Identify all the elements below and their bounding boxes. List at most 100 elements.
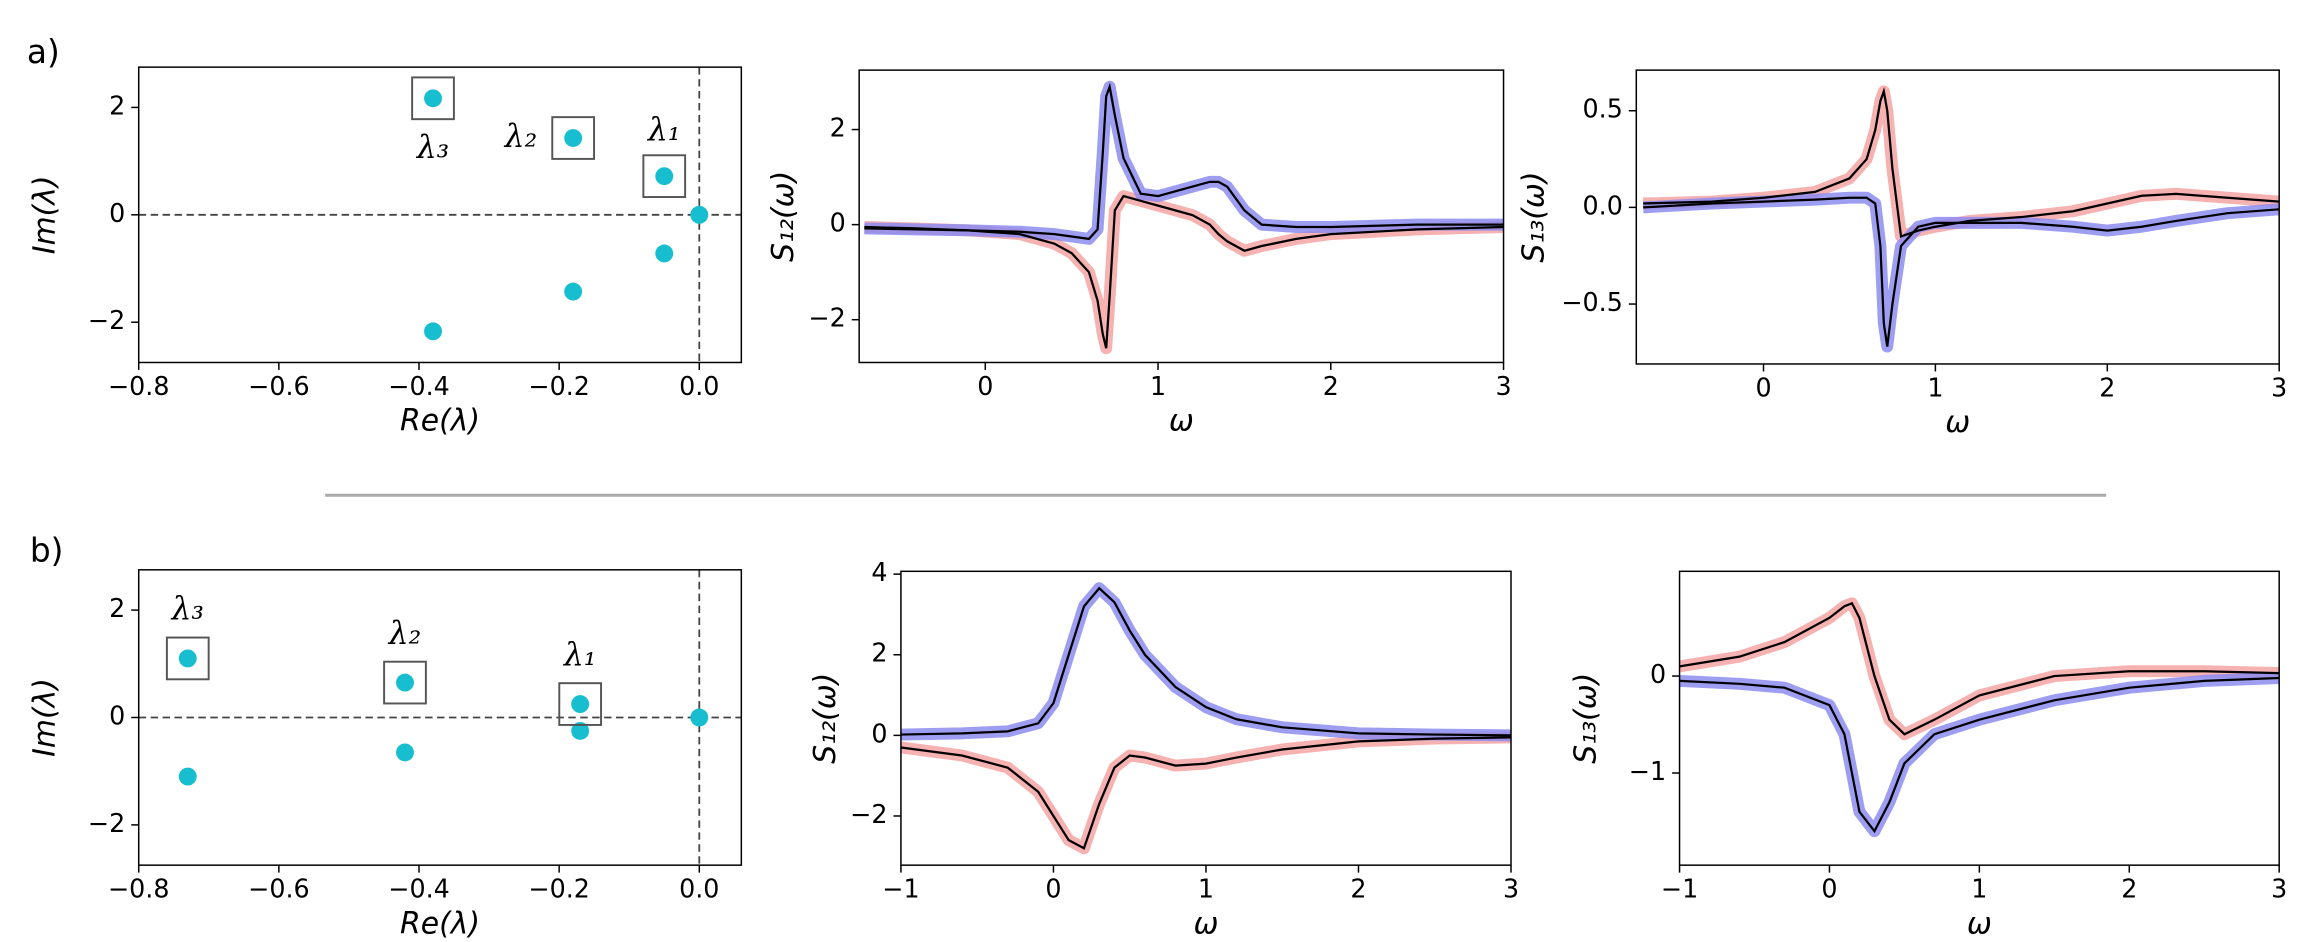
y-axis-label: Im(λ) [28, 678, 63, 757]
x-tick-label: 3 [2271, 372, 2287, 402]
y-tick-label: 0 [1650, 659, 1666, 689]
x-tick-label: −0.8 [108, 371, 170, 401]
x-tick-label: −0.4 [388, 874, 450, 904]
y-tick-label: −2 [850, 799, 887, 829]
plot-frame [1678, 570, 2280, 866]
fit-line [1679, 676, 2280, 834]
y-tick-label: 0 [871, 718, 887, 748]
x-tick-label: 2 [2121, 874, 2137, 904]
annotation-box [165, 636, 210, 681]
y-axis-label: S₁₃(ω) [1516, 171, 1551, 262]
annotation: λ₁ [646, 112, 680, 148]
y-tick-label: 4 [871, 557, 887, 587]
y-tick-label: 0 [109, 700, 125, 730]
point [571, 721, 590, 740]
x-tick-label: −0.2 [528, 874, 590, 904]
x-tick-label: 0 [1755, 372, 1771, 402]
point [396, 743, 414, 762]
plot-frame [900, 570, 1512, 866]
x-axis-label: ω [1169, 404, 1194, 439]
fit-line [1643, 196, 2280, 347]
y-tick-label: −2 [88, 305, 125, 335]
y-axis-label: S₁₂(ω) [766, 171, 801, 262]
point [178, 649, 197, 668]
x-tick-label: 0.0 [679, 874, 719, 904]
x-tick-label: −0.6 [248, 371, 310, 401]
x-axis-label: ω [1193, 906, 1218, 941]
y-tick-label: 0.0 [1583, 190, 1623, 220]
annotation: λ₁ [562, 637, 596, 673]
x-tick-label: 3 [1495, 371, 1511, 401]
fit-line [1643, 87, 2280, 238]
x-tick-label: −0.2 [528, 371, 590, 401]
y-axis-label: Im(λ) [28, 175, 63, 254]
annotation: λ₂ [387, 615, 421, 651]
panel-label: a) [27, 33, 60, 71]
x-tick-label: 1 [1150, 371, 1166, 401]
x-tick-label: 2 [2099, 372, 2115, 402]
annotation-box [551, 116, 596, 160]
y-tick-label: 2 [830, 113, 846, 143]
fit-line [864, 82, 1504, 241]
x-tick-label: 2 [1350, 874, 1366, 904]
x-tick-label: 0 [977, 371, 993, 401]
point [564, 129, 583, 147]
x-tick-label: 2 [1323, 371, 1339, 401]
y-tick-label: 2 [109, 593, 125, 623]
fit-line [1679, 601, 2280, 736]
x-axis-label: Re(λ) [400, 404, 480, 439]
x-tick-label: 0 [1821, 874, 1837, 904]
plot-frame [137, 66, 743, 364]
annotation-box [383, 660, 427, 705]
point [655, 167, 674, 186]
y-tick-label: 2 [109, 90, 125, 120]
panel-label: b) [30, 531, 64, 569]
x-tick-label: 1 [1927, 372, 1943, 402]
annotation: λ₂ [503, 119, 537, 155]
point [424, 89, 442, 108]
fit-line [900, 736, 1512, 850]
x-tick-label: 1 [1198, 874, 1214, 904]
x-axis-label: ω [1945, 405, 1970, 440]
x-tick-label: −0.8 [108, 874, 170, 904]
x-tick-label: 1 [1971, 874, 1987, 904]
y-tick-label: −2 [88, 808, 125, 838]
point [396, 673, 414, 692]
annotation-box [411, 76, 455, 121]
plot-frame [1635, 69, 2280, 365]
plot-frame [858, 69, 1505, 364]
y-axis-label: S₁₃(ω) [1569, 673, 1604, 764]
y-tick-label: −2 [808, 303, 845, 333]
y-axis-label: S₁₂(ω) [808, 673, 843, 764]
point [655, 244, 674, 263]
point [178, 767, 197, 786]
point [690, 205, 709, 224]
x-axis-label: Re(λ) [400, 906, 480, 941]
point [564, 282, 583, 301]
annotation: λ₃ [170, 591, 204, 627]
point [571, 695, 590, 714]
fit-line [864, 194, 1504, 349]
point [690, 708, 709, 727]
y-tick-label: 0 [830, 208, 846, 238]
x-tick-label: 0.0 [679, 371, 719, 401]
y-tick-label: 0.5 [1583, 94, 1623, 124]
point [424, 322, 442, 341]
y-tick-label: −1 [1629, 756, 1666, 786]
annotation-box [642, 154, 687, 199]
x-axis-label: ω [1967, 906, 1992, 941]
y-tick-label: 0 [109, 198, 125, 228]
plot-frame [137, 569, 743, 866]
x-tick-label: 0 [1045, 874, 1061, 904]
fit-line [900, 586, 1512, 737]
x-tick-label: −0.4 [388, 371, 450, 401]
x-tick-label: 3 [1503, 874, 1519, 904]
y-tick-label: −0.5 [1561, 287, 1623, 317]
y-tick-label: 2 [871, 638, 887, 668]
annotation: λ₃ [415, 130, 449, 166]
x-tick-label: −1 [882, 874, 919, 904]
x-tick-label: −1 [1661, 874, 1698, 904]
x-tick-label: −0.6 [248, 874, 310, 904]
